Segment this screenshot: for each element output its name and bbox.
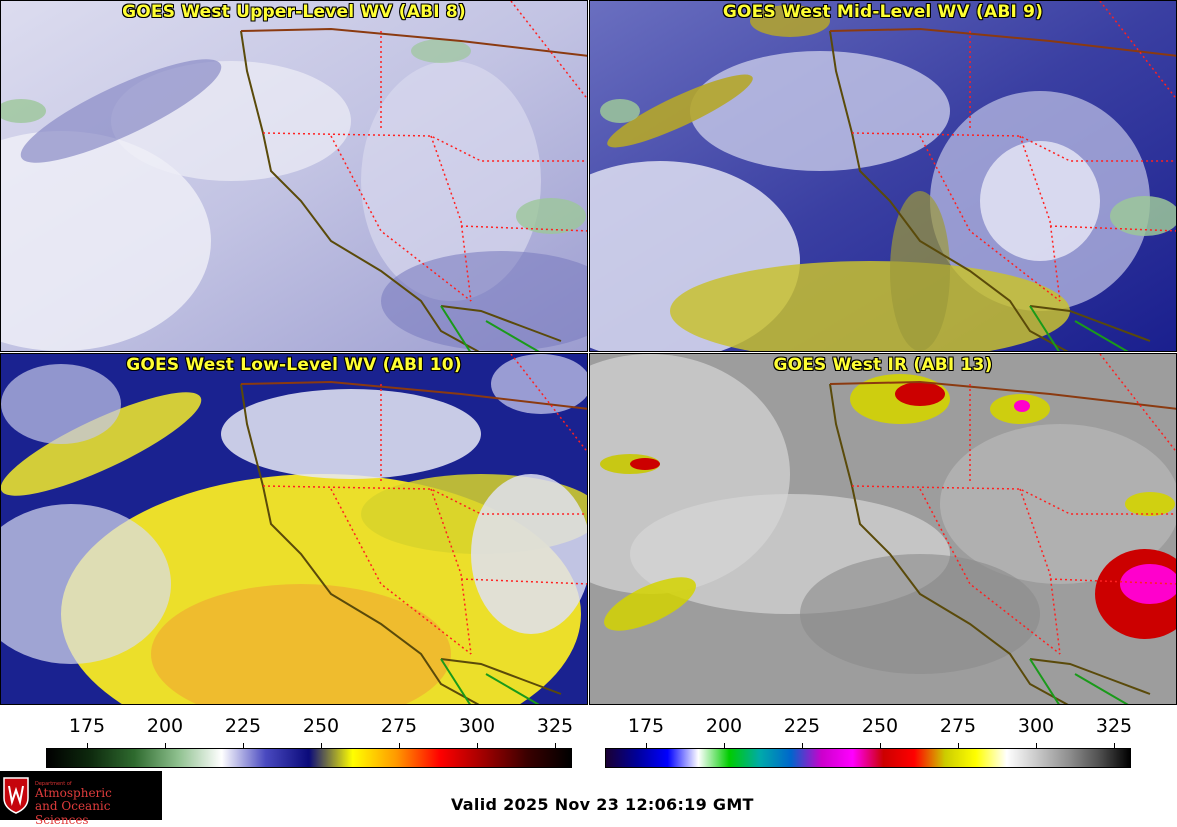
panel-mid-level-wv: GOES West Mid-Level WV (ABI 9) xyxy=(589,0,1177,352)
panel-ir: GOES West IR (ABI 13) xyxy=(589,353,1177,705)
scale-tick-mark xyxy=(724,743,725,749)
scale-tick-label: 175 xyxy=(68,715,106,737)
scale-tick-label: 225 xyxy=(224,715,262,737)
scale-tick-mark xyxy=(958,743,959,749)
panel-title: GOES West Low-Level WV (ABI 10) xyxy=(126,355,462,375)
mid-level-wv-image xyxy=(590,1,1176,351)
scale-tick-label: 175 xyxy=(627,715,665,737)
scale-tick-label: 325 xyxy=(1095,715,1133,737)
scale-tick-label: 200 xyxy=(705,715,743,737)
scale-tick-label: 275 xyxy=(380,715,418,737)
logo-line1: Atmospheric xyxy=(35,786,112,800)
scale-tick-label: 325 xyxy=(536,715,574,737)
wv-color-bar xyxy=(46,748,572,768)
panel-title: GOES West IR (ABI 13) xyxy=(773,355,993,375)
scale-tick-label: 250 xyxy=(861,715,899,737)
panel-upper-level-wv: GOES West Upper-Level WV (ABI 8) xyxy=(0,0,588,352)
scale-tick-mark xyxy=(1114,743,1115,749)
scale-tick-mark xyxy=(477,743,478,749)
logo-small-text: Department of xyxy=(35,781,72,787)
scale-tick-mark xyxy=(555,743,556,749)
ir-color-bar xyxy=(605,748,1131,768)
scale-tick-mark xyxy=(243,743,244,749)
uw-crest-icon xyxy=(3,777,29,814)
ir-color-scale: 175 200 225 250 275 300 325 xyxy=(605,715,1145,775)
scale-tick-mark xyxy=(87,743,88,749)
wv-color-scale: 175 200 225 250 275 300 325 xyxy=(46,715,586,775)
scale-tick-mark xyxy=(880,743,881,749)
scale-tick-label: 300 xyxy=(458,715,496,737)
scale-tick-mark xyxy=(165,743,166,749)
logo-line2: and Oceanic Sciences xyxy=(35,799,111,827)
aos-logo: Department of Atmospheric and Oceanic Sc… xyxy=(0,771,162,827)
scale-tick-mark xyxy=(1036,743,1037,749)
scale-tick-mark xyxy=(802,743,803,749)
upper-level-wv-image xyxy=(1,1,587,351)
scale-tick-label: 200 xyxy=(146,715,184,737)
scale-tick-mark xyxy=(646,743,647,749)
panel-title: GOES West Upper-Level WV (ABI 8) xyxy=(122,2,466,22)
scale-tick-label: 300 xyxy=(1017,715,1055,737)
valid-time: Valid 2025 Nov 23 12:06:19 GMT xyxy=(451,795,754,814)
low-level-wv-image xyxy=(1,354,587,704)
scale-tick-mark xyxy=(321,743,322,749)
scale-tick-label: 250 xyxy=(302,715,340,737)
scale-tick-label: 225 xyxy=(783,715,821,737)
panel-title: GOES West Mid-Level WV (ABI 9) xyxy=(722,2,1044,22)
panel-low-level-wv: GOES West Low-Level WV (ABI 10) xyxy=(0,353,588,705)
ir-image xyxy=(590,354,1176,704)
scale-tick-mark xyxy=(399,743,400,749)
scale-tick-label: 275 xyxy=(939,715,977,737)
